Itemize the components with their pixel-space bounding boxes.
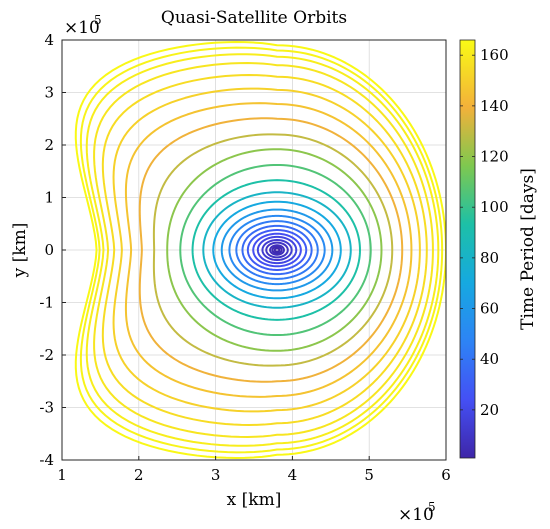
orbit-curve <box>265 241 289 259</box>
orbit-curve <box>261 239 293 261</box>
colorbar-tick-label: 40 <box>480 350 499 368</box>
orbit-curve <box>138 117 404 383</box>
y-multiplier-exponent: 5 <box>94 13 102 27</box>
orbit-curve <box>246 229 308 271</box>
colorbar-label: Time Period [days] <box>518 168 538 330</box>
orbit-curve <box>241 224 313 276</box>
colorbar-tick-label: 80 <box>480 249 499 267</box>
orbit-curve <box>124 102 413 398</box>
x-tick-label: 5 <box>364 466 374 484</box>
orbit-curve <box>191 179 361 321</box>
orbit-curve <box>256 235 298 265</box>
y-axis-ticks: 4 3 2 1 0 -1 -2 -3 -4 <box>39 31 66 469</box>
orbit-curve <box>85 53 440 447</box>
orbit-curve <box>101 74 428 426</box>
orbit-curve <box>79 46 444 454</box>
colorbar-gradient <box>459 39 476 459</box>
orbit-curve <box>271 245 283 255</box>
y-axis-label: y [km] <box>10 223 30 279</box>
y-tick-label: 0 <box>44 241 54 259</box>
y-tick-label: -2 <box>39 346 54 364</box>
orbit-curve <box>179 163 372 337</box>
x-multiplier: ×10 5 <box>398 500 436 525</box>
x-axis-label: x [km] <box>227 490 282 510</box>
x-axis-ticks: 1 2 3 4 5 6 <box>57 456 451 484</box>
y-tick-label: 2 <box>44 136 54 154</box>
x-tick-label: 6 <box>441 466 451 484</box>
x-tick-label: 2 <box>134 466 144 484</box>
x-tick-label: 1 <box>57 466 67 484</box>
orbit-curve <box>212 200 342 300</box>
x-tick-label: 3 <box>211 466 221 484</box>
orbit-curve <box>112 87 421 413</box>
colorbar-tick-label: 100 <box>480 198 509 216</box>
orbit-curve <box>228 214 326 286</box>
colorbar-tick-label: 160 <box>480 46 509 64</box>
colorbar-tick-label: 120 <box>480 148 509 166</box>
plot-area: 1 2 3 4 5 6 4 3 2 1 0 -1 -2 -3 -4 <box>39 31 450 484</box>
x-tick-label: 4 <box>288 466 298 484</box>
chart-title: Quasi-Satellite Orbits <box>161 8 347 28</box>
orbit-curve <box>252 232 302 268</box>
y-multiplier-base: ×10 <box>64 18 100 38</box>
orbit-curves <box>74 41 446 459</box>
colorbar-ticks: 20 40 60 80 100 120 140 160 <box>460 46 509 419</box>
y-tick-label: 1 <box>44 189 54 207</box>
y-tick-label: -3 <box>39 399 54 417</box>
x-multiplier-base: ×10 <box>398 505 434 525</box>
x-multiplier-exponent: 5 <box>428 500 436 514</box>
orbit-curve <box>235 220 319 280</box>
y-tick-label: -4 <box>39 451 54 469</box>
orbit-curve <box>269 244 285 256</box>
y-multiplier: ×10 5 <box>64 13 102 38</box>
y-tick-label: 3 <box>44 84 54 102</box>
colorbar-tick-label: 140 <box>480 97 509 115</box>
orbit-curve <box>152 133 394 367</box>
orbit-curve <box>93 62 434 438</box>
colorbar-tick-label: 60 <box>480 300 499 318</box>
orbit-curve <box>273 247 281 253</box>
colorbar: 20 40 60 80 100 120 140 160 Time Period [days] <box>459 39 538 459</box>
orbit-curve <box>74 41 446 459</box>
orbit-curve <box>202 191 352 309</box>
y-tick-label: -1 <box>39 294 54 312</box>
orbit-curve <box>166 148 383 352</box>
y-tick-label: 4 <box>44 31 54 49</box>
orbit-curve <box>220 208 334 292</box>
colorbar-tick-label: 20 <box>480 401 499 419</box>
